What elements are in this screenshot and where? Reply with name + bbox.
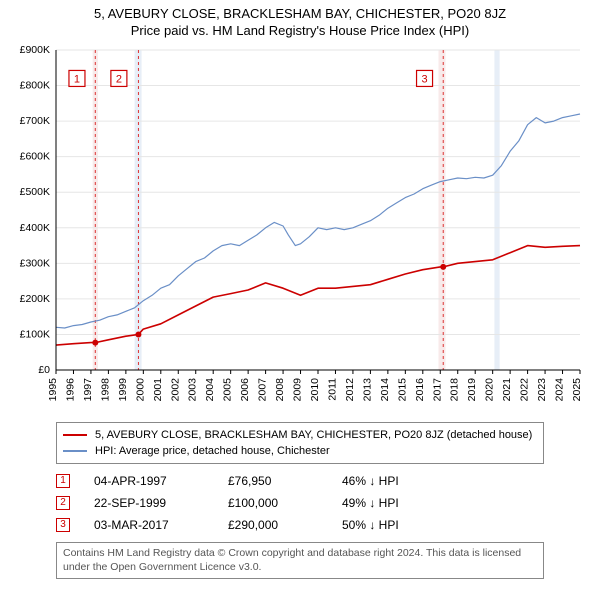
marker-row: 3 03-MAR-2017 £290,000 50% ↓ HPI (56, 514, 590, 536)
svg-text:2009: 2009 (292, 378, 304, 402)
svg-text:£600K: £600K (20, 151, 50, 163)
svg-text:£100K: £100K (20, 328, 50, 340)
svg-text:£400K: £400K (20, 222, 50, 234)
marker-date: 03-MAR-2017 (94, 514, 204, 536)
svg-text:2022: 2022 (519, 378, 531, 402)
chart-area: £0 £100K £200K £300K £400K £500K £600K £700K £80… (10, 44, 590, 416)
svg-text:2012: 2012 (344, 378, 356, 402)
marker-price: £76,950 (228, 470, 318, 492)
marker-date: 04-APR-1997 (94, 470, 204, 492)
svg-text:2016: 2016 (414, 378, 426, 402)
svg-text:£0: £0 (38, 364, 50, 376)
svg-text:2004: 2004 (204, 378, 216, 402)
svg-text:2024: 2024 (554, 378, 566, 402)
svg-text:£900K: £900K (20, 44, 50, 56)
chart-title: 5, AVEBURY CLOSE, BRACKLESHAM BAY, CHICH… (10, 6, 590, 21)
svg-text:2001: 2001 (152, 378, 164, 402)
legend-item: 5, AVEBURY CLOSE, BRACKLESHAM BAY, CHICH… (63, 427, 537, 443)
svg-text:2005: 2005 (222, 378, 234, 402)
svg-text:£500K: £500K (20, 186, 50, 198)
svg-text:2013: 2013 (361, 378, 373, 402)
svg-text:1999: 1999 (117, 378, 129, 402)
marker-price: £290,000 (228, 514, 318, 536)
legend: 5, AVEBURY CLOSE, BRACKLESHAM BAY, CHICH… (56, 422, 544, 464)
line-chart: £0 £100K £200K £300K £400K £500K £600K £700K £80… (10, 44, 590, 416)
svg-text:£200K: £200K (20, 293, 50, 305)
marker-pct: 50% ↓ HPI (342, 514, 462, 536)
marker-pct: 49% ↓ HPI (342, 492, 462, 514)
legend-swatch (63, 434, 87, 436)
marker-price: £100,000 (228, 492, 318, 514)
svg-text:2025: 2025 (571, 378, 583, 402)
marker-table: 1 04-APR-1997 £76,950 46% ↓ HPI 2 22-SEP-1999… (56, 470, 590, 536)
legend-label: 5, AVEBURY CLOSE, BRACKLESHAM BAY, CHICH… (95, 427, 532, 443)
svg-text:2002: 2002 (169, 378, 181, 402)
svg-text:2007: 2007 (257, 378, 269, 402)
svg-text:£800K: £800K (20, 80, 50, 92)
marker-row: 1 04-APR-1997 £76,950 46% ↓ HPI (56, 470, 590, 492)
svg-text:2003: 2003 (187, 378, 199, 402)
footer-attribution: Contains HM Land Registry data © Crown c… (56, 542, 544, 579)
legend-item: HPI: Average price, detached house, Chic… (63, 443, 537, 459)
svg-text:2006: 2006 (239, 378, 251, 402)
marker-pct: 46% ↓ HPI (342, 470, 462, 492)
svg-text:3: 3 (421, 73, 427, 85)
svg-text:1997: 1997 (82, 378, 94, 402)
svg-text:2015: 2015 (396, 378, 408, 402)
svg-text:£700K: £700K (20, 115, 50, 127)
svg-text:2019: 2019 (466, 378, 478, 402)
svg-text:2023: 2023 (536, 378, 548, 402)
svg-text:2017: 2017 (431, 378, 443, 402)
marker-row: 2 22-SEP-1999 £100,000 49% ↓ HPI (56, 492, 590, 514)
svg-text:2010: 2010 (309, 378, 321, 402)
legend-label: HPI: Average price, detached house, Chic… (95, 443, 330, 459)
marker-date: 22-SEP-1999 (94, 492, 204, 514)
svg-text:2021: 2021 (501, 378, 513, 402)
svg-text:1995: 1995 (47, 378, 59, 402)
chart-subtitle: Price paid vs. HM Land Registry's House … (10, 23, 590, 38)
svg-text:2008: 2008 (274, 378, 286, 402)
svg-text:2000: 2000 (134, 378, 146, 402)
svg-text:2018: 2018 (449, 378, 461, 402)
svg-text:1998: 1998 (99, 378, 111, 402)
marker-number: 2 (56, 496, 70, 510)
legend-swatch (63, 450, 87, 452)
marker-number: 1 (56, 474, 70, 488)
svg-text:£300K: £300K (20, 257, 50, 269)
marker-number: 3 (56, 518, 70, 532)
svg-text:1: 1 (74, 73, 80, 85)
svg-text:2011: 2011 (326, 378, 338, 401)
svg-text:1996: 1996 (64, 378, 76, 402)
svg-text:2: 2 (116, 73, 122, 85)
svg-text:2014: 2014 (379, 378, 391, 402)
svg-text:2020: 2020 (484, 378, 496, 402)
